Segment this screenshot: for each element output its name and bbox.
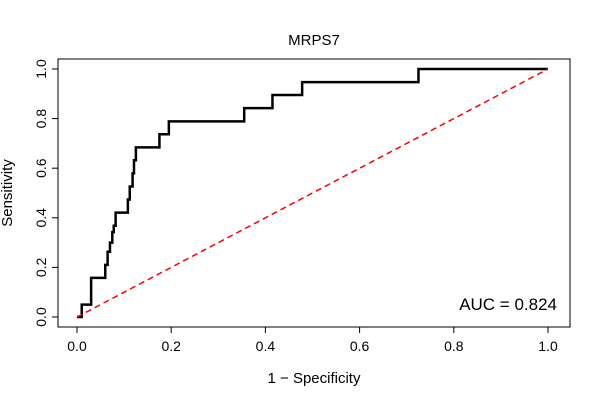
x-tick-label: 0.0: [67, 338, 87, 354]
auc-annotation: AUC = 0.824: [459, 295, 557, 314]
y-axis-label: Sensitivity: [0, 159, 16, 227]
y-tick-label: 0.0: [33, 307, 49, 327]
y-tick-label: 0.4: [33, 208, 49, 228]
y-tick-label: 0.8: [33, 109, 49, 129]
roc-curve-line: [77, 67, 548, 319]
y-tick-label: 0.2: [33, 257, 49, 277]
x-axis: 0.0 0.2 0.4 0.6 0.8 1.0: [67, 326, 558, 354]
chart-title: MRPS7: [288, 32, 340, 49]
x-tick-label: 0.6: [350, 338, 370, 354]
x-tick-label: 0.2: [161, 338, 181, 354]
x-tick-label: 0.4: [256, 338, 276, 354]
y-tick-label: 0.6: [33, 158, 49, 178]
reference-diagonal-line: [76, 68, 549, 318]
x-tick-label: 0.8: [444, 338, 464, 354]
series-layer: [76, 67, 549, 319]
x-axis-label: 1 − Specificity: [268, 370, 361, 387]
y-axis: 0.0 0.2 0.4 0.6 0.8 1.0: [33, 59, 59, 327]
x-tick-label: 1.0: [538, 338, 558, 354]
y-tick-label: 1.0: [33, 59, 49, 79]
